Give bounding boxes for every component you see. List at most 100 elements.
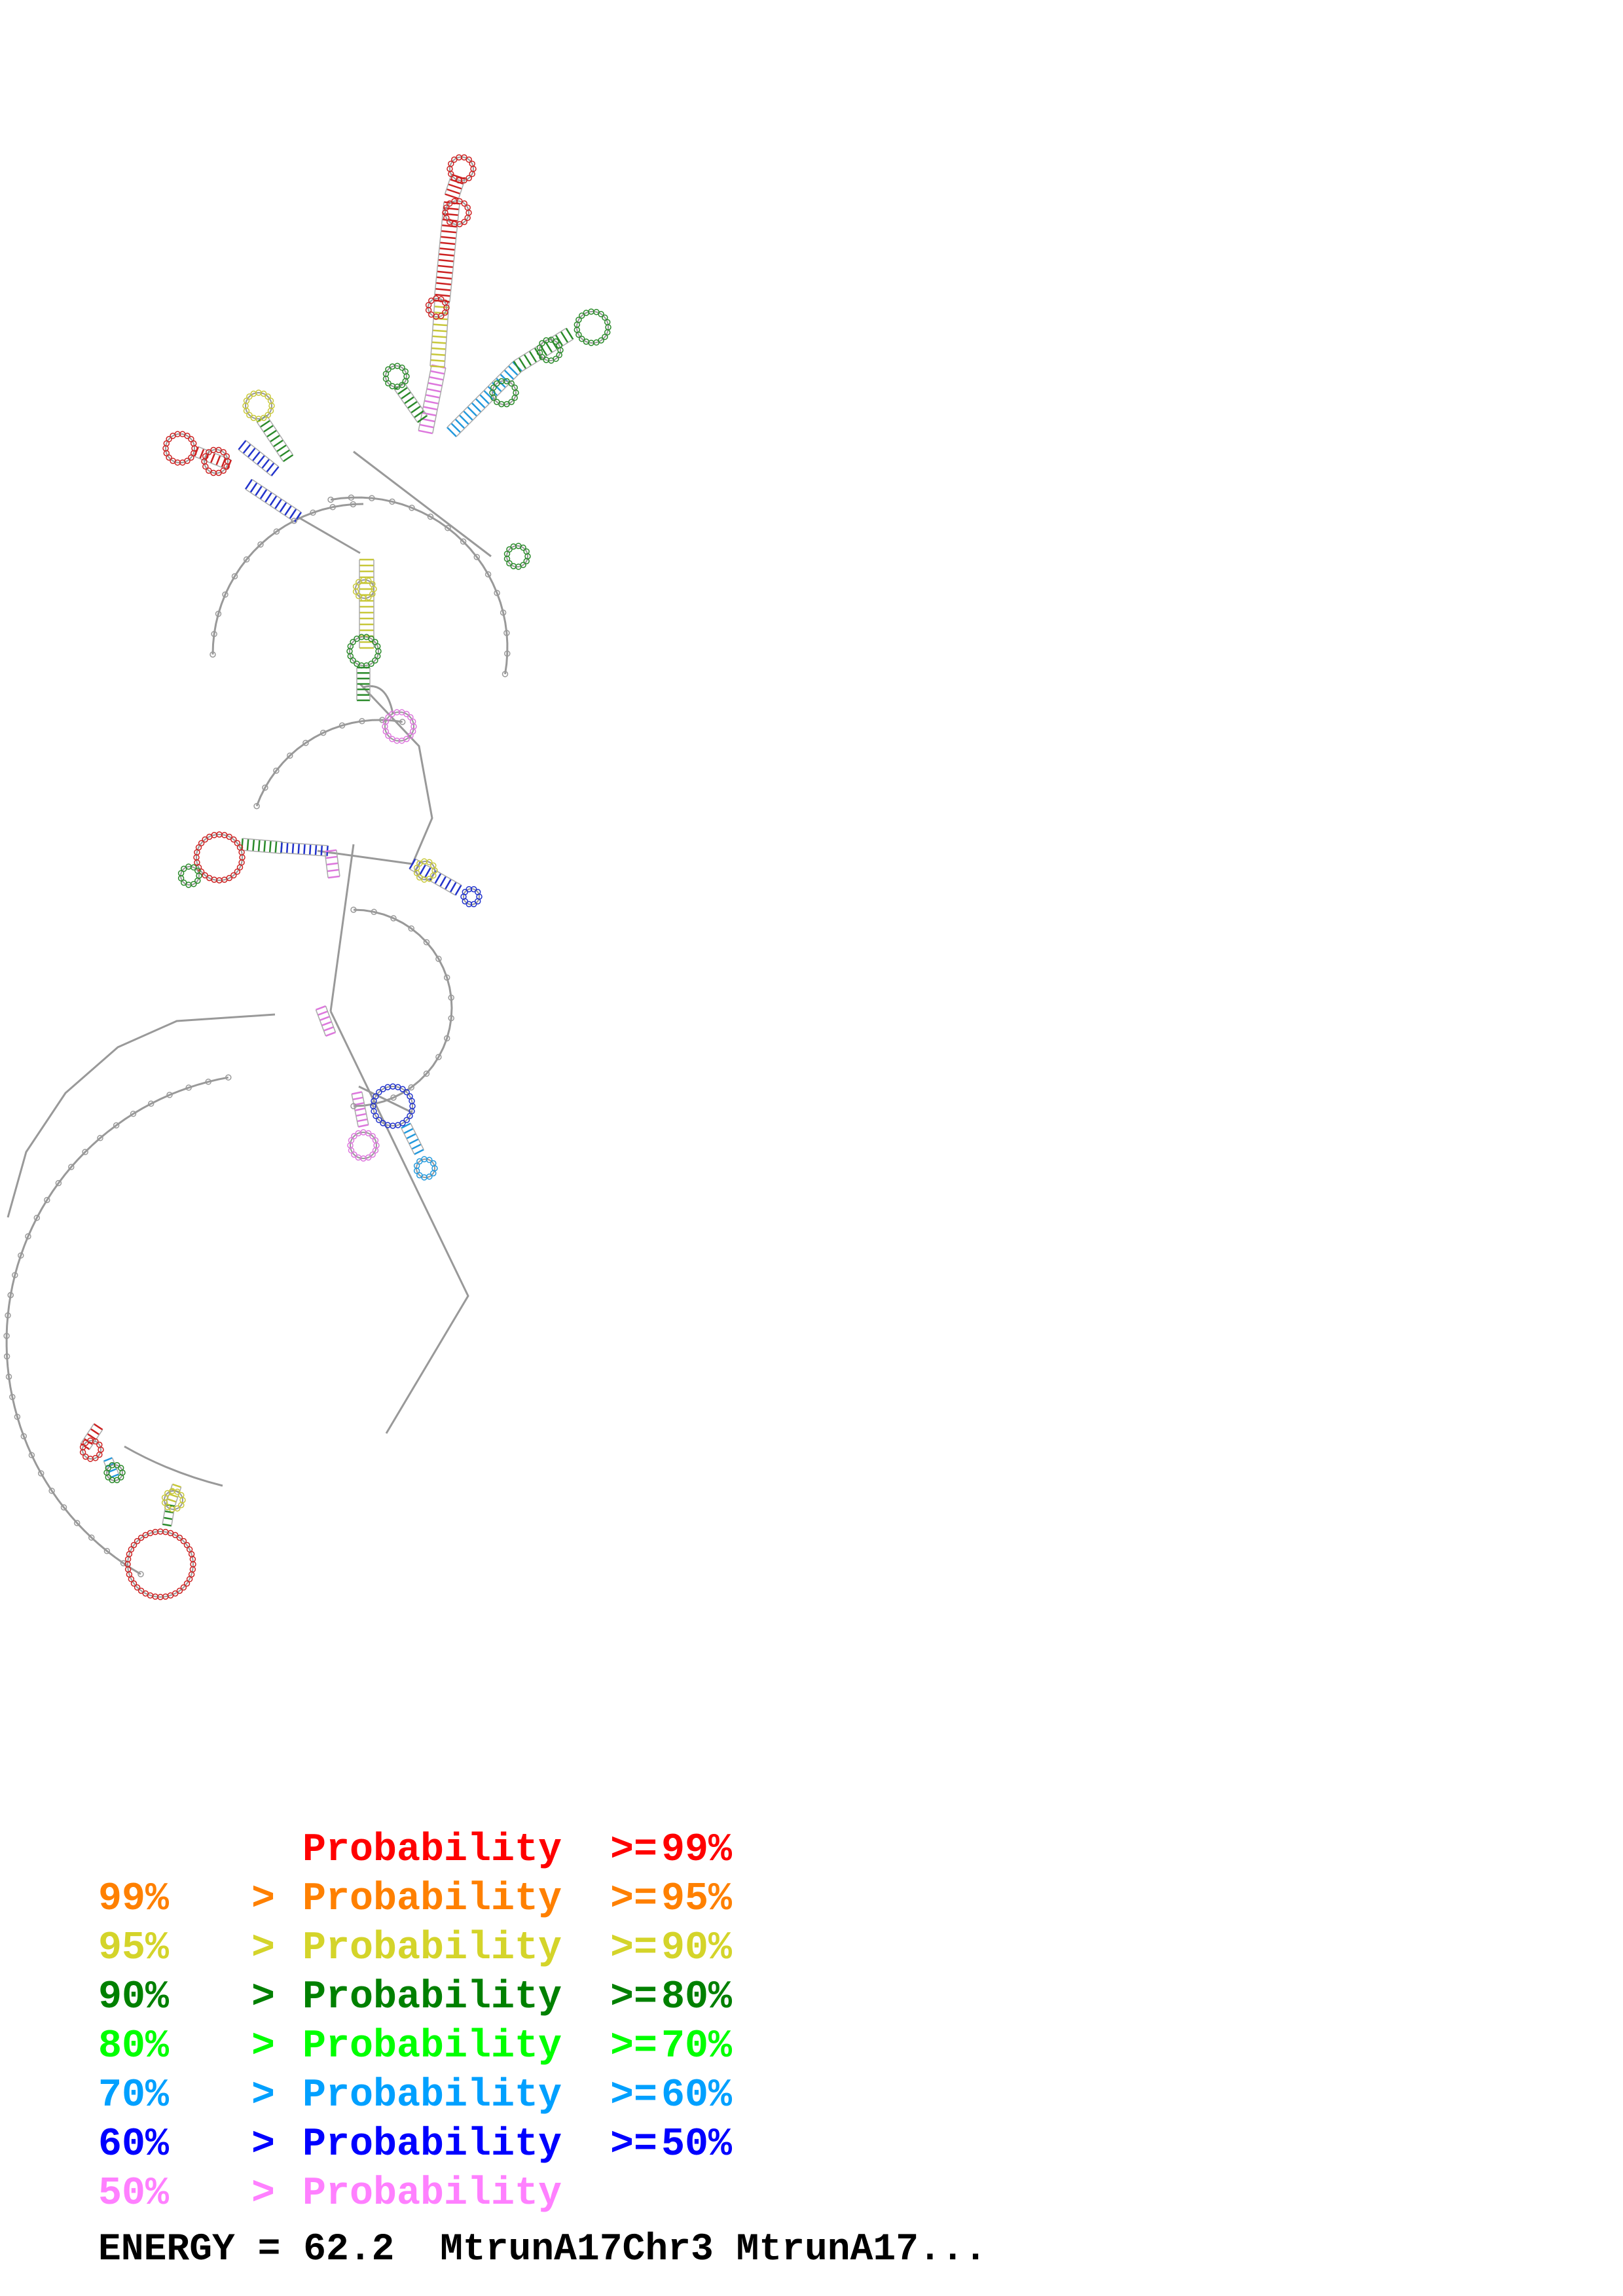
legend-op: >=	[610, 1828, 658, 1873]
loop-base	[134, 1537, 141, 1545]
base	[350, 501, 357, 508]
loop-base	[604, 329, 611, 336]
loop-base	[190, 440, 197, 447]
loop-base	[602, 314, 608, 321]
loop-base	[376, 1089, 382, 1096]
loop-base	[79, 1444, 86, 1450]
base	[211, 630, 217, 637]
loop-base	[243, 397, 250, 404]
base	[28, 1452, 35, 1459]
loop-base	[416, 1172, 423, 1179]
loop-base	[430, 1160, 437, 1167]
loop-base	[556, 351, 562, 359]
backbone-link	[297, 516, 361, 554]
legend-high: 80%	[661, 1975, 733, 2020]
multiloop-arc	[211, 503, 364, 655]
loop-base	[267, 407, 274, 414]
loop-base	[490, 384, 497, 391]
loop-base	[403, 1117, 410, 1123]
base	[253, 802, 260, 810]
base	[409, 505, 415, 511]
base	[5, 1312, 11, 1319]
base	[18, 1252, 24, 1259]
loop-base	[234, 840, 241, 846]
base	[113, 1122, 120, 1129]
loop-base	[578, 335, 585, 342]
base	[473, 554, 481, 560]
multiloop-arc	[330, 496, 509, 675]
loop-base	[523, 558, 530, 565]
legend-label: Probability	[302, 1926, 562, 1971]
loop-base	[448, 160, 454, 167]
stem	[238, 440, 280, 476]
hairpin-loop	[385, 365, 407, 387]
base	[350, 906, 357, 913]
loop-base	[598, 311, 604, 317]
loop-base	[117, 1465, 124, 1471]
loop-base	[170, 457, 176, 464]
loop-base	[202, 453, 209, 459]
backbone-link	[329, 844, 355, 1012]
loop-base	[403, 711, 410, 717]
loop-base	[202, 872, 208, 879]
base	[310, 509, 316, 516]
loop-base	[246, 393, 253, 400]
loop-base	[134, 1584, 141, 1591]
internal-loop	[492, 380, 517, 405]
base	[44, 1196, 50, 1204]
loop-base	[369, 1133, 376, 1139]
loop-base	[348, 1137, 355, 1144]
base	[60, 1504, 67, 1511]
base	[443, 1035, 450, 1042]
legend-sep: >	[251, 2024, 276, 2069]
loop-base	[206, 467, 212, 474]
loop-base	[137, 1534, 145, 1541]
base	[448, 1014, 454, 1022]
base	[55, 1179, 62, 1187]
base	[435, 1054, 442, 1060]
base	[500, 609, 507, 616]
loop-base	[442, 309, 448, 316]
loop-base	[356, 592, 362, 600]
loop-base	[250, 414, 257, 422]
loop-base	[354, 660, 360, 667]
base	[390, 1094, 397, 1101]
legend-high: 90%	[661, 1926, 733, 1971]
stem	[280, 842, 329, 857]
internal-loop	[349, 636, 379, 666]
loop-base	[389, 736, 395, 742]
loop-base	[206, 874, 213, 882]
legend-label: Probability	[302, 1828, 562, 1873]
legend-row: 60% > Probability >=50%	[98, 2121, 732, 2170]
exterior-loop	[7, 1013, 276, 1218]
base	[225, 1074, 232, 1081]
loop-base	[602, 333, 608, 340]
loop-base	[403, 1089, 410, 1096]
backbone-link	[358, 1085, 413, 1114]
legend-row: Probability >=99%	[98, 1826, 732, 1875]
stem	[356, 666, 371, 702]
legend-low: 70%	[98, 2073, 170, 2118]
probability-legend: Probability >=99% 99% > Probability >=95% 95% >…	[98, 1826, 732, 2219]
legend-high: 50%	[661, 2123, 733, 2167]
loop-base	[575, 316, 582, 323]
base	[445, 524, 451, 531]
loop-base	[184, 433, 191, 439]
loop-base	[402, 378, 409, 385]
loop-base	[183, 1580, 191, 1587]
loop-base	[260, 390, 267, 397]
stem	[433, 201, 460, 303]
base	[327, 496, 334, 503]
base	[222, 591, 228, 598]
base	[369, 495, 375, 501]
loop-base	[376, 1117, 382, 1123]
loop-base	[380, 1120, 386, 1126]
legend-row: 95% > Probability >=90%	[98, 1924, 732, 1973]
base	[7, 1292, 14, 1299]
rna-secondary-structure	[3, 154, 611, 1600]
loop-base	[368, 636, 374, 642]
loop-base	[407, 732, 414, 739]
stem	[241, 838, 283, 854]
hairpin-loop	[506, 545, 528, 567]
loop-base	[176, 1534, 183, 1541]
